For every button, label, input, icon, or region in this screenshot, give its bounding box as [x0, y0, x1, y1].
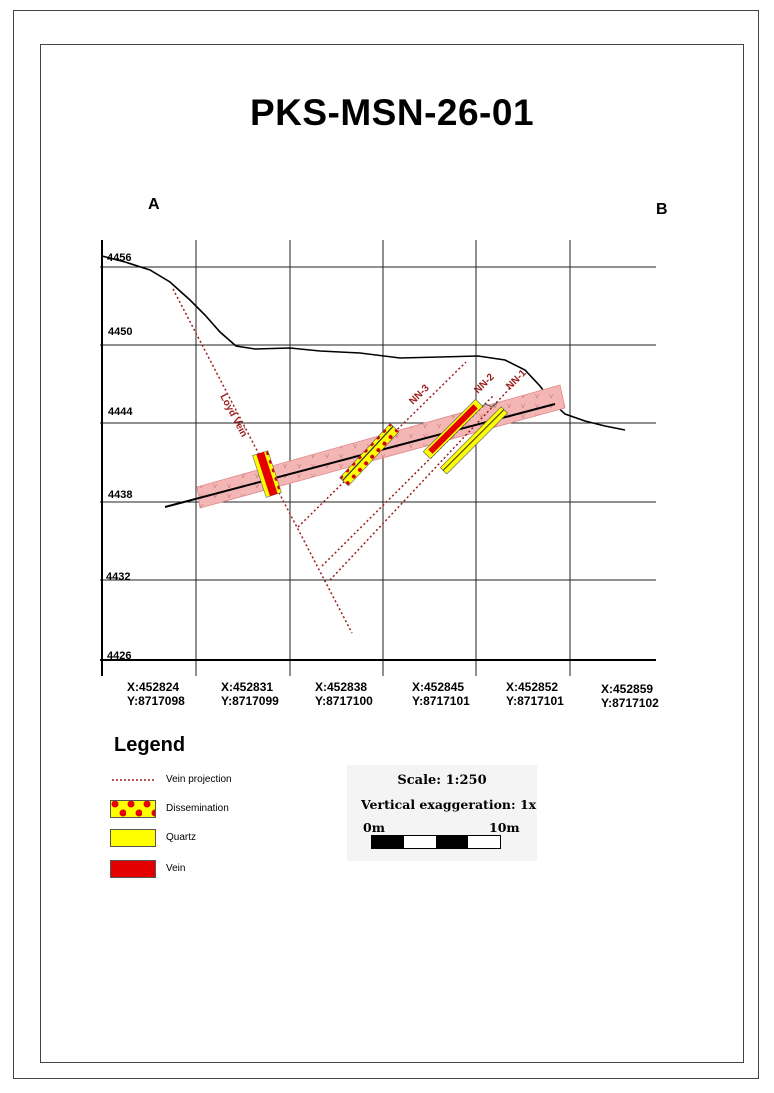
nn1-projection — [329, 385, 513, 581]
legend-label: Quartz — [166, 832, 197, 843]
scale-box: Scale: 1:250 Vertical exaggeration: 1x 0… — [347, 765, 537, 861]
elevation-label: 4450 — [108, 326, 132, 338]
legend-label: Dissemination — [166, 803, 229, 814]
coord-label-5: X:452852 Y:8717101 — [506, 680, 564, 708]
vertical-exaggeration-text: Vertical exaggeration: 1x — [361, 797, 537, 812]
inner-frame — [40, 44, 744, 1063]
coord-label-3: X:452838 Y:8717100 — [315, 680, 373, 708]
scale-end-label: 10m — [489, 820, 520, 835]
elevation-label: 4456 — [107, 252, 131, 264]
scale-start-label: 0m — [363, 820, 385, 835]
elevation-label: 4444 — [108, 406, 133, 418]
elevation-label: 4432 — [106, 571, 130, 583]
coord-label-1: X:452824 Y:8717098 — [127, 680, 185, 708]
dissemination-pattern-icon — [110, 800, 156, 818]
legend-label: Vein — [166, 863, 186, 874]
elevation-label: 4426 — [107, 650, 131, 662]
elevation-label: 4438 — [108, 489, 132, 501]
loyd-vein-label: Loyd Vein — [217, 392, 249, 439]
legend-label: Vein projection — [166, 774, 232, 785]
nn1-intercept — [439, 406, 508, 475]
coord-label-4: X:452845 Y:8717101 — [412, 680, 470, 708]
drill-hole-title: PKS-MSN-26-01 — [249, 92, 535, 133]
coord-label-6: X:452859 Y:8717102 — [601, 682, 659, 710]
scale-text: Scale: 1:250 — [397, 773, 487, 788]
nn2-intercept — [422, 398, 484, 460]
coord-label-2: X:452831 Y:8717099 — [221, 680, 279, 708]
quartz-swatch-icon — [110, 829, 156, 847]
vein-swatch-icon — [110, 860, 156, 878]
legend-title: Legend — [114, 734, 186, 756]
outer-frame — [13, 10, 759, 1079]
section-start-label: A — [148, 196, 160, 213]
dotted-line-icon — [112, 779, 156, 781]
nn3-intercept — [339, 423, 400, 487]
section-end-label: B — [656, 201, 668, 218]
nn3-label: NN-3 — [407, 383, 432, 408]
scale-bar — [371, 835, 501, 849]
loyd-vein-intercept — [252, 450, 282, 498]
hole-tick — [479, 401, 499, 408]
